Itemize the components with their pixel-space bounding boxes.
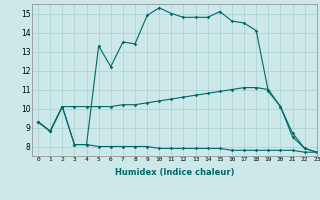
X-axis label: Humidex (Indice chaleur): Humidex (Indice chaleur) bbox=[115, 168, 234, 177]
